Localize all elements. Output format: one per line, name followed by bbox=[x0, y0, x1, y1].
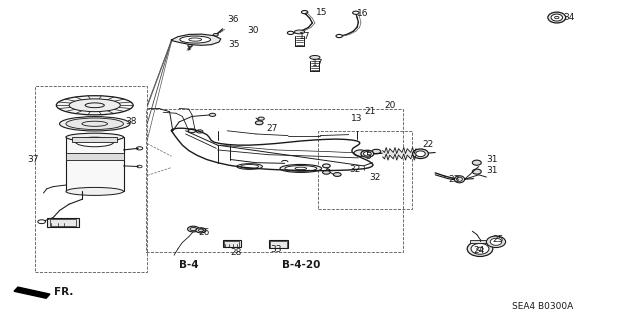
Text: 27: 27 bbox=[266, 124, 278, 133]
Ellipse shape bbox=[310, 56, 320, 59]
Ellipse shape bbox=[180, 36, 211, 43]
Ellipse shape bbox=[255, 121, 263, 125]
Text: 17: 17 bbox=[299, 32, 310, 41]
Ellipse shape bbox=[472, 160, 481, 165]
Text: 32: 32 bbox=[349, 165, 360, 174]
Ellipse shape bbox=[56, 96, 133, 115]
Text: 22: 22 bbox=[422, 140, 434, 149]
Text: 24: 24 bbox=[474, 246, 485, 255]
Ellipse shape bbox=[354, 150, 367, 156]
Bar bbox=[66, 137, 124, 191]
Ellipse shape bbox=[548, 12, 566, 23]
Text: B-4: B-4 bbox=[179, 260, 199, 270]
Text: FR.: FR. bbox=[54, 287, 74, 297]
Ellipse shape bbox=[213, 33, 218, 36]
Text: 32: 32 bbox=[369, 173, 381, 182]
Text: 37: 37 bbox=[27, 155, 38, 164]
Bar bbox=[224, 241, 239, 247]
Text: 5: 5 bbox=[365, 152, 371, 161]
Text: SEA4 B0300A: SEA4 B0300A bbox=[512, 302, 573, 311]
Text: 31: 31 bbox=[486, 166, 498, 175]
Bar bbox=[66, 153, 124, 160]
Text: 17: 17 bbox=[312, 59, 324, 68]
Ellipse shape bbox=[285, 166, 317, 171]
Ellipse shape bbox=[66, 118, 124, 130]
Bar bbox=[35, 86, 147, 272]
Ellipse shape bbox=[472, 169, 481, 174]
Ellipse shape bbox=[486, 236, 506, 248]
Ellipse shape bbox=[196, 130, 203, 133]
Ellipse shape bbox=[76, 137, 114, 147]
Ellipse shape bbox=[188, 226, 199, 232]
Ellipse shape bbox=[467, 241, 493, 256]
Ellipse shape bbox=[361, 150, 374, 157]
Ellipse shape bbox=[336, 34, 342, 38]
Ellipse shape bbox=[258, 117, 264, 120]
Ellipse shape bbox=[413, 149, 429, 159]
Ellipse shape bbox=[237, 164, 262, 169]
Bar bbox=[50, 219, 76, 226]
Text: 38: 38 bbox=[125, 117, 137, 126]
Bar bbox=[72, 137, 117, 142]
Polygon shape bbox=[172, 34, 221, 45]
Text: 25: 25 bbox=[493, 235, 504, 244]
Ellipse shape bbox=[323, 164, 330, 168]
Ellipse shape bbox=[66, 133, 124, 141]
Text: 30: 30 bbox=[248, 26, 259, 35]
Ellipse shape bbox=[454, 176, 465, 183]
Text: B-4-20: B-4-20 bbox=[282, 260, 320, 270]
Bar bbox=[318, 131, 412, 209]
Ellipse shape bbox=[69, 99, 120, 112]
Text: 28: 28 bbox=[230, 248, 242, 256]
Text: 34: 34 bbox=[563, 13, 575, 22]
Text: 16: 16 bbox=[357, 9, 369, 18]
Text: 26: 26 bbox=[198, 228, 210, 237]
Text: 21: 21 bbox=[365, 107, 376, 116]
Ellipse shape bbox=[66, 188, 124, 195]
Ellipse shape bbox=[372, 149, 381, 154]
Bar bbox=[47, 218, 79, 227]
Text: 36: 36 bbox=[227, 15, 239, 24]
Ellipse shape bbox=[490, 238, 502, 245]
Text: 31: 31 bbox=[486, 155, 498, 164]
Ellipse shape bbox=[364, 152, 371, 156]
Ellipse shape bbox=[333, 173, 341, 176]
Bar bbox=[470, 240, 490, 243]
Ellipse shape bbox=[301, 11, 308, 14]
Bar bbox=[223, 240, 241, 247]
Text: 15: 15 bbox=[316, 8, 328, 17]
Ellipse shape bbox=[241, 165, 259, 168]
Ellipse shape bbox=[280, 165, 321, 173]
Ellipse shape bbox=[471, 243, 489, 254]
Ellipse shape bbox=[353, 11, 359, 14]
Polygon shape bbox=[14, 287, 50, 298]
Bar bbox=[269, 240, 288, 248]
Ellipse shape bbox=[188, 45, 192, 47]
Text: 20: 20 bbox=[384, 101, 396, 110]
Text: 13: 13 bbox=[351, 114, 362, 123]
Ellipse shape bbox=[188, 129, 196, 133]
Ellipse shape bbox=[60, 116, 130, 131]
Polygon shape bbox=[172, 128, 373, 171]
Bar bbox=[146, 109, 403, 252]
Ellipse shape bbox=[287, 31, 294, 34]
Bar bbox=[270, 241, 287, 248]
Ellipse shape bbox=[209, 113, 216, 116]
Ellipse shape bbox=[196, 228, 206, 233]
Text: 35: 35 bbox=[228, 40, 239, 49]
Ellipse shape bbox=[416, 151, 426, 157]
Ellipse shape bbox=[551, 14, 563, 21]
Text: 33: 33 bbox=[271, 245, 282, 254]
Ellipse shape bbox=[294, 30, 305, 34]
Ellipse shape bbox=[323, 170, 330, 174]
Text: 23: 23 bbox=[448, 175, 460, 184]
